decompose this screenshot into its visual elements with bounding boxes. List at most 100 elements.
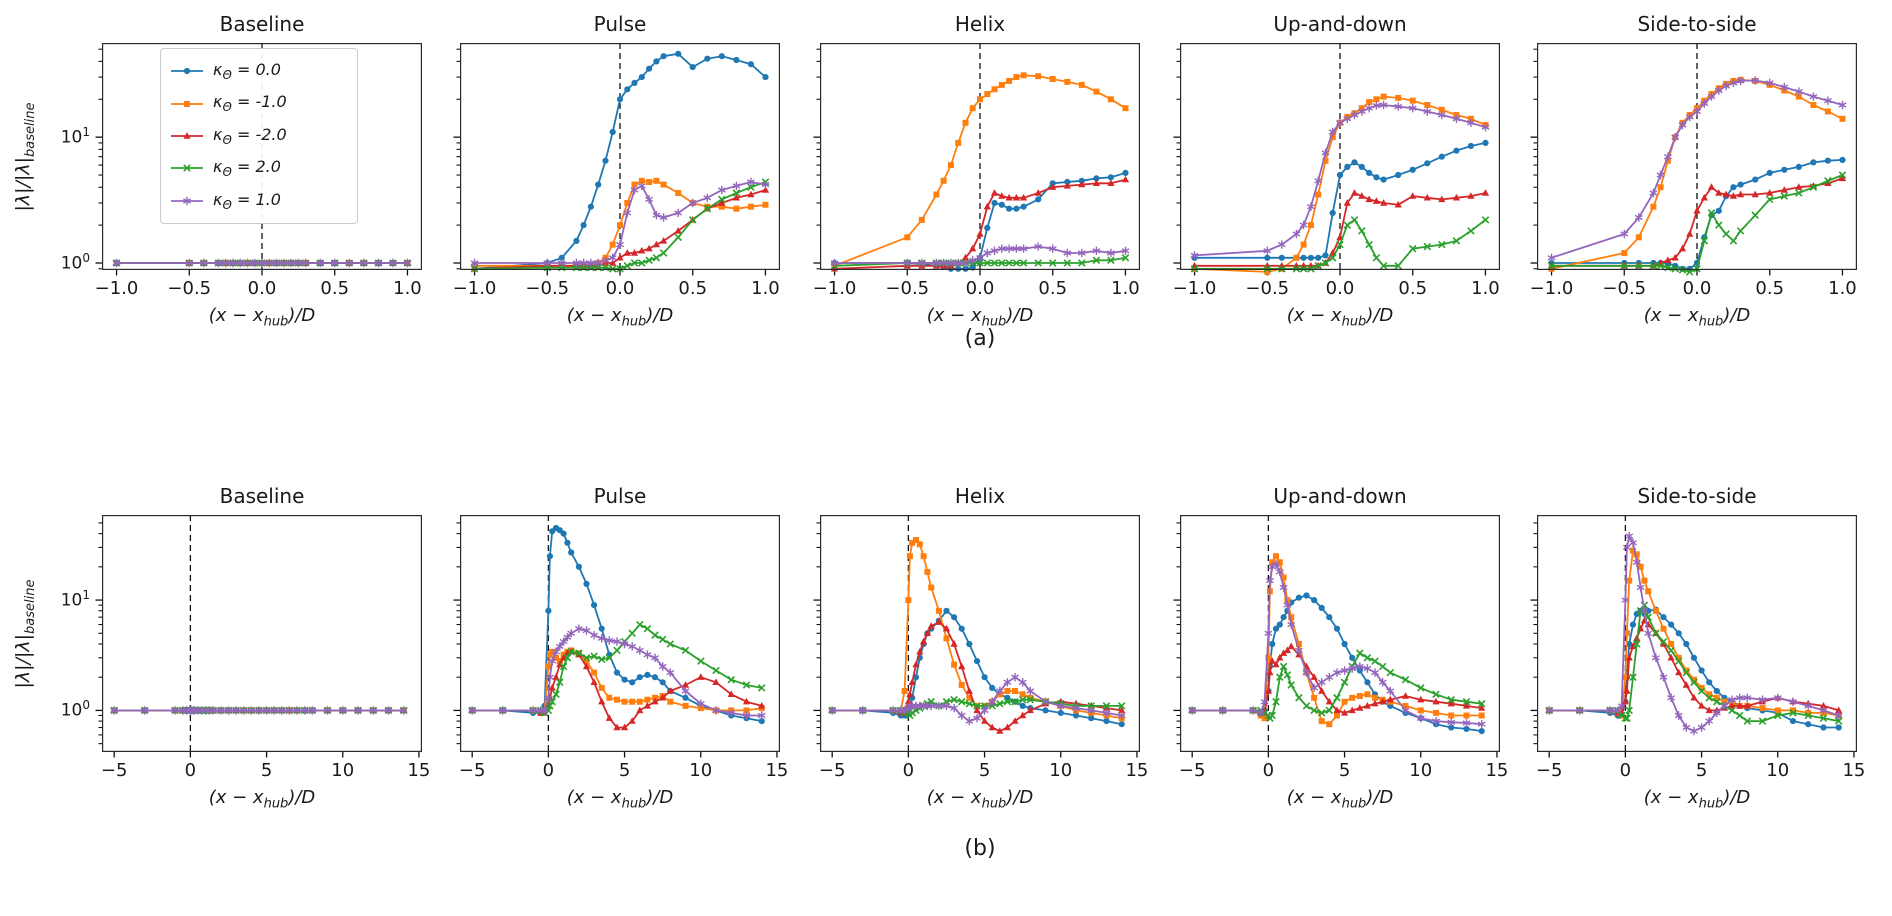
x-tick-label-baseline-row1-4: 15 — [407, 760, 431, 781]
legend-marker-star-icon — [171, 196, 203, 205]
plot-border — [1537, 43, 1857, 271]
x-tick-label-side-to-side-row0-0: −1.0 — [1529, 278, 1574, 299]
x-tick-label-side-to-side-row0-1: −0.5 — [1602, 278, 1647, 299]
subplot-helix-row0 — [813, 43, 1140, 276]
series-km2 — [468, 647, 766, 731]
x-tick-label-helix-row0-4: 1.0 — [1111, 278, 1140, 299]
series-k1 — [828, 673, 1126, 726]
series-km2 — [1188, 642, 1486, 716]
series-km1 — [831, 72, 1129, 269]
subplot-title-baseline-row0: Baseline — [219, 12, 305, 36]
x-axis-label-side-to-side-row0: (x − xhub)/D — [1643, 305, 1751, 330]
x-axis-label-baseline-row1: (x − xhub)/D — [208, 787, 316, 812]
subplot-up-and-down-row1 — [1173, 515, 1500, 758]
x-tick-label-up-and-down-row0-4: 1.0 — [1471, 278, 1500, 299]
x-tick-label-helix-row1-3: 10 — [1049, 760, 1073, 781]
x-tick-label-pulse-row1-2: 5 — [618, 760, 631, 781]
legend-label-2: κΘ = -2.0 — [213, 124, 287, 148]
plot-border — [460, 515, 780, 753]
plot-border — [820, 43, 1140, 271]
x-tick-label-side-to-side-row1-4: 15 — [1842, 760, 1866, 781]
legend-item-3: κΘ = 2.0 — [169, 153, 345, 184]
axis-ticks — [95, 522, 420, 758]
plot-area-helix-row0 — [813, 43, 1140, 276]
series-k1 — [110, 706, 408, 715]
x-tick-label-pulse-row0-3: 0.5 — [678, 278, 708, 299]
legend-label-1: κΘ = -1.0 — [213, 92, 287, 115]
x-tick-label-side-to-side-row1-1: 0 — [1619, 760, 1632, 781]
plot-area-up-and-down-row1 — [1173, 515, 1500, 758]
legend-label-4: κΘ = 1.0 — [213, 189, 281, 212]
subplot-title-side-to-side-row0: Side-to-side — [1637, 12, 1757, 36]
series-km2 — [1545, 616, 1843, 716]
legend-item-4: κΘ = 1.0 — [169, 185, 345, 216]
series-k2 — [1190, 216, 1490, 273]
x-tick-label-baseline-row1-3: 10 — [331, 760, 355, 781]
x-tick-label-helix-row1-0: −5 — [818, 760, 846, 781]
subplot-title-helix-row0: Helix — [954, 12, 1006, 36]
subplot-helix-row1 — [813, 515, 1140, 758]
x-tick-label-pulse-row1-0: −5 — [458, 760, 486, 781]
x-tick-label-side-to-side-row0-3: 0.5 — [1755, 278, 1785, 299]
legend-label-3: κΘ = 2.0 — [213, 157, 281, 180]
subplot-baseline-row1 — [95, 515, 422, 758]
x-tick-label-helix-row0-2: 0.0 — [965, 278, 995, 299]
legend-label-0: κΘ = 0.0 — [213, 60, 281, 83]
x-axis-label-up-and-down-row0: (x − xhub)/D — [1286, 305, 1394, 330]
x-tick-label-side-to-side-row0-4: 1.0 — [1828, 278, 1857, 299]
legend-item-0: κΘ = 0.0 — [169, 56, 345, 87]
subplot-pulse-row1 — [453, 515, 780, 758]
series-km1 — [829, 537, 1125, 722]
series-k1 — [1545, 531, 1843, 736]
series-k0 — [469, 524, 765, 725]
x-tick-label-pulse-row1-4: 15 — [765, 760, 789, 781]
x-tick-label-helix-row1-1: 0 — [902, 760, 915, 781]
legend-marker-circle-icon — [171, 68, 203, 75]
legend-item-1: κΘ = -1.0 — [169, 88, 345, 119]
x-tick-label-helix-row0-3: 0.5 — [1038, 278, 1068, 299]
plot-area-up-and-down-row0 — [1173, 43, 1500, 276]
x-tick-label-side-to-side-row1-2: 5 — [1695, 760, 1708, 781]
subplot-title-pulse-row1: Pulse — [593, 484, 647, 508]
plot-area-baseline-row1 — [95, 515, 422, 758]
x-tick-label-helix-row0-0: −1.0 — [812, 278, 857, 299]
x-tick-label-pulse-row0-2: 0.0 — [605, 278, 635, 299]
x-axis-label-pulse-row1: (x − xhub)/D — [566, 787, 674, 812]
subplot-title-up-and-down-row1: Up-and-down — [1273, 484, 1407, 508]
x-tick-label-baseline-row0-3: 0.5 — [320, 278, 350, 299]
plot-border — [1180, 515, 1500, 753]
x-tick-label-pulse-row0-1: −0.5 — [525, 278, 570, 299]
x-tick-label-pulse-row0-0: −1.0 — [452, 278, 497, 299]
subplot-title-up-and-down-row0: Up-and-down — [1273, 12, 1407, 36]
x-tick-label-side-to-side-row1-0: −5 — [1535, 760, 1563, 781]
y-tick-label-row1-10e1: 101 — [60, 588, 90, 611]
x-tick-label-up-and-down-row1-1: 0 — [1262, 760, 1275, 781]
x-tick-label-baseline-row1-0: −5 — [100, 760, 128, 781]
axis-ticks — [1530, 522, 1855, 758]
plot-border — [1537, 515, 1857, 753]
series-k1 — [1547, 76, 1847, 262]
legend-item-2: κΘ = -2.0 — [169, 120, 345, 151]
x-tick-label-baseline-row1-1: 0 — [184, 760, 197, 781]
plot-border — [460, 43, 780, 271]
series-k1 — [830, 242, 1130, 268]
x-axis-label-helix-row1: (x − xhub)/D — [926, 787, 1034, 812]
plot-area-side-to-side-row1 — [1530, 515, 1857, 758]
plot-border — [1180, 43, 1500, 271]
x-axis-label-baseline-row0: (x − xhub)/D — [208, 305, 316, 330]
y-tick-label-row0-10e0: 100 — [60, 251, 90, 274]
axis-ticks — [453, 48, 767, 276]
subplot-title-baseline-row1: Baseline — [219, 484, 305, 508]
subplot-title-side-to-side-row1: Side-to-side — [1637, 484, 1757, 508]
x-tick-label-up-and-down-row1-3: 10 — [1409, 760, 1433, 781]
subplot-title-pulse-row0: Pulse — [593, 12, 647, 36]
x-tick-label-side-to-side-row0-2: 0.0 — [1682, 278, 1712, 299]
subplot-up-and-down-row0 — [1173, 43, 1500, 276]
series-k1 — [1188, 560, 1486, 729]
x-axis-label-pulse-row0: (x − xhub)/D — [566, 305, 674, 330]
subplot-side-to-side-row0 — [1530, 43, 1857, 276]
axis-ticks — [1173, 522, 1498, 758]
series-k1 — [470, 177, 770, 268]
series-km1 — [469, 647, 765, 716]
